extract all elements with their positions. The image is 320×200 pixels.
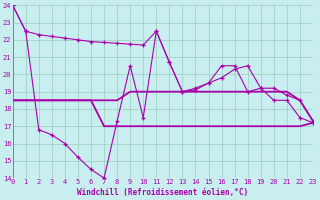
X-axis label: Windchill (Refroidissement éolien,°C): Windchill (Refroidissement éolien,°C) bbox=[77, 188, 248, 197]
